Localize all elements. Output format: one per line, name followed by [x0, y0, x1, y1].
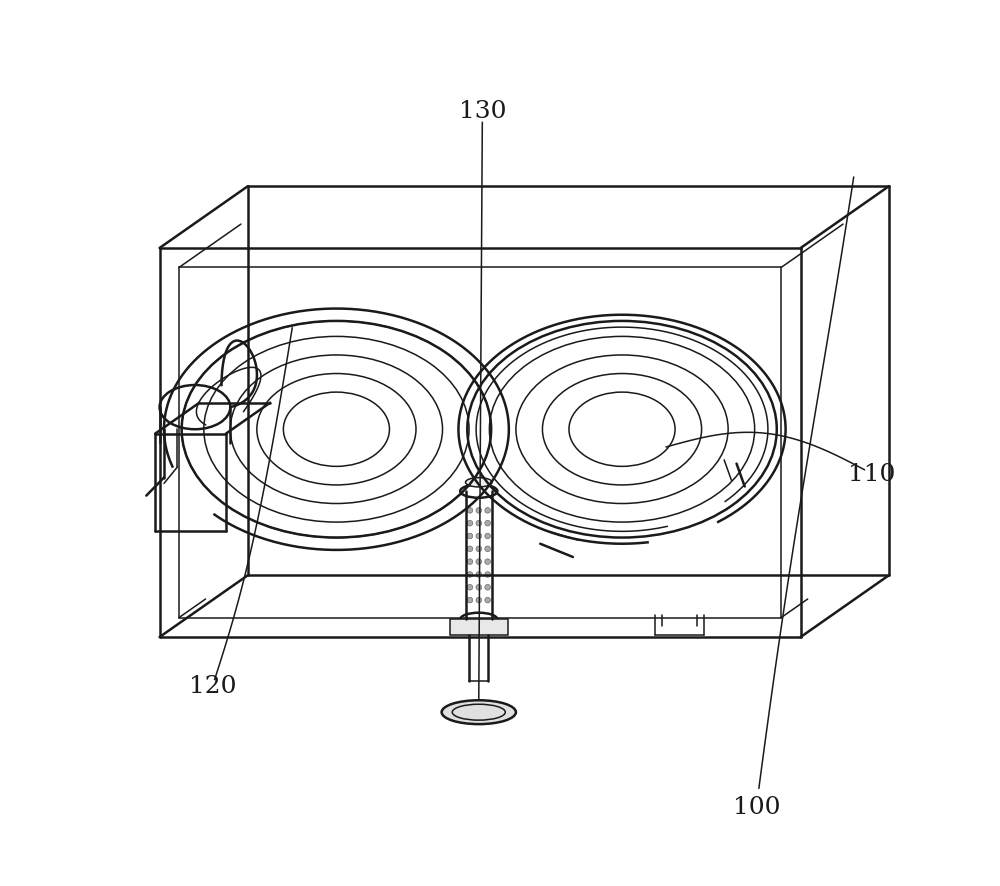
Text: 130: 130 — [459, 100, 506, 123]
Text: 110: 110 — [848, 462, 895, 486]
Bar — [450, 619, 508, 635]
Circle shape — [467, 508, 473, 514]
Circle shape — [467, 572, 473, 578]
Ellipse shape — [442, 701, 516, 725]
Circle shape — [467, 598, 473, 603]
Circle shape — [485, 559, 490, 565]
Circle shape — [485, 533, 490, 540]
Circle shape — [476, 572, 482, 578]
Circle shape — [476, 547, 482, 552]
Circle shape — [476, 521, 482, 526]
Circle shape — [476, 585, 482, 590]
Circle shape — [485, 508, 490, 514]
Circle shape — [476, 559, 482, 565]
Ellipse shape — [466, 478, 492, 487]
Circle shape — [476, 533, 482, 540]
Circle shape — [467, 559, 473, 565]
Circle shape — [485, 521, 490, 526]
Circle shape — [467, 547, 473, 552]
Circle shape — [485, 547, 490, 552]
Circle shape — [485, 585, 490, 590]
Circle shape — [476, 598, 482, 603]
Ellipse shape — [460, 613, 497, 626]
Circle shape — [467, 533, 473, 540]
Circle shape — [485, 572, 490, 578]
Circle shape — [467, 521, 473, 526]
Circle shape — [485, 598, 490, 603]
Circle shape — [476, 508, 482, 514]
Text: 120: 120 — [189, 674, 236, 697]
Circle shape — [467, 585, 473, 590]
Text: 100: 100 — [733, 796, 780, 819]
